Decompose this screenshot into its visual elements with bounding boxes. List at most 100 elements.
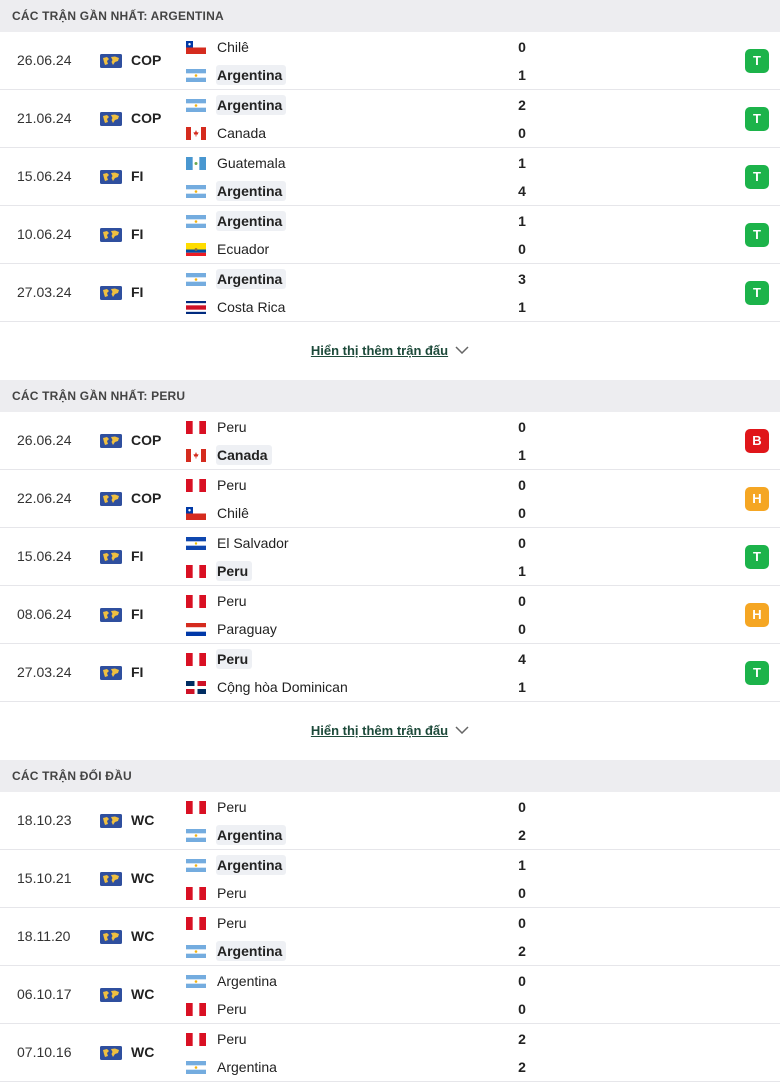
section-title: CÁC TRẬN ĐỐI ĐẦU bbox=[0, 760, 780, 792]
home-team: Peru bbox=[186, 416, 251, 438]
paraguay-flag-icon bbox=[186, 622, 206, 636]
match-date: 15.06.24 bbox=[17, 168, 72, 184]
away-team: Chilê bbox=[186, 502, 253, 524]
peru-flag-icon bbox=[186, 916, 206, 930]
match-row[interactable]: 18.10.23 WC Peru 0 Argentina 2 bbox=[0, 792, 780, 850]
match-date: 21.06.24 bbox=[17, 110, 72, 126]
home-team: Peru bbox=[186, 648, 253, 670]
match-row[interactable]: 15.06.24 FI El Salvador 0 Peru 1 T bbox=[0, 528, 780, 586]
match-row[interactable]: 22.06.24 COP Peru 0 Chilê 0 H bbox=[0, 470, 780, 528]
home-score: 1 bbox=[518, 155, 526, 171]
home-score: 0 bbox=[518, 915, 526, 931]
guatemala-flag-icon bbox=[186, 156, 206, 170]
match-row[interactable]: 06.10.17 WC Argentina 0 Peru 0 bbox=[0, 966, 780, 1024]
away-team: Argentina bbox=[186, 64, 287, 86]
team-name: Ecuador bbox=[217, 241, 270, 257]
away-team: Argentina bbox=[186, 940, 287, 962]
match-date: 15.10.21 bbox=[17, 870, 72, 886]
home-team: Peru bbox=[186, 1028, 251, 1050]
argentina-flag-icon bbox=[186, 944, 206, 958]
away-score: 0 bbox=[518, 621, 526, 637]
team-name: Peru bbox=[217, 1031, 247, 1047]
chile-flag-icon bbox=[186, 506, 206, 520]
away-score: 2 bbox=[518, 1059, 526, 1075]
match-row[interactable]: 26.06.24 COP Chilê 0 Argentina 1 T bbox=[0, 32, 780, 90]
ecuador-flag-icon bbox=[186, 242, 206, 256]
match-row[interactable]: 15.10.21 WC Argentina 1 Peru 0 bbox=[0, 850, 780, 908]
away-score: 0 bbox=[518, 125, 526, 141]
argentina-flag-icon bbox=[186, 858, 206, 872]
competition-label: COP bbox=[131, 52, 162, 68]
match-row[interactable]: 15.06.24 FI Guatemala 1 Argentina 4 T bbox=[0, 148, 780, 206]
competition-label: COP bbox=[131, 110, 162, 126]
match-row[interactable]: 08.06.24 FI Peru 0 Paraguay 0 H bbox=[0, 586, 780, 644]
world-map-icon bbox=[100, 608, 122, 622]
match-date: 10.06.24 bbox=[17, 226, 72, 242]
match-date: 26.06.24 bbox=[17, 52, 72, 68]
team-name: Peru bbox=[217, 885, 247, 901]
match-row[interactable]: 18.11.20 WC Peru 0 Argentina 2 bbox=[0, 908, 780, 966]
home-team: Peru bbox=[186, 796, 251, 818]
team-name: Peru bbox=[217, 799, 247, 815]
match-row[interactable]: 27.03.24 FI Argentina 3 Costa Rica 1 T bbox=[0, 264, 780, 322]
world-map-icon bbox=[100, 112, 122, 126]
home-score: 2 bbox=[518, 1031, 526, 1047]
show-more-button[interactable]: Hiển thị thêm trận đấu bbox=[0, 702, 780, 758]
match-row[interactable]: 27.03.24 FI Peru 4 Cộng hòa Dominican 1 T bbox=[0, 644, 780, 702]
home-team: Guatemala bbox=[186, 152, 289, 174]
home-score: 2 bbox=[518, 97, 526, 113]
peru-flag-icon bbox=[186, 1002, 206, 1016]
away-team: Peru bbox=[186, 882, 251, 904]
competition-label: FI bbox=[131, 284, 144, 300]
away-score: 2 bbox=[518, 943, 526, 959]
team-name: Chilê bbox=[217, 39, 249, 55]
argentina-flag-icon bbox=[186, 1060, 206, 1074]
competition-label: WC bbox=[131, 986, 155, 1002]
away-score: 0 bbox=[518, 1001, 526, 1017]
peru-flag-icon bbox=[186, 420, 206, 434]
match-row[interactable]: 21.06.24 COP Argentina 2 Canada 0 T bbox=[0, 90, 780, 148]
world-map-icon bbox=[100, 434, 122, 448]
home-score: 3 bbox=[518, 271, 526, 287]
argentina-flag-icon bbox=[186, 272, 206, 286]
team-name: Paraguay bbox=[217, 621, 277, 637]
competition-label: FI bbox=[131, 606, 144, 622]
canada-flag-icon bbox=[186, 126, 206, 140]
result-badge: T bbox=[745, 49, 769, 73]
team-name: Argentina bbox=[216, 211, 287, 231]
peru-flag-icon bbox=[186, 594, 206, 608]
team-name: Peru bbox=[216, 649, 253, 669]
argentina-flag-icon bbox=[186, 214, 206, 228]
match-row[interactable]: 10.06.24 FI Argentina 1 Ecuador 0 T bbox=[0, 206, 780, 264]
team-name: Argentina bbox=[216, 181, 287, 201]
home-team: Chilê bbox=[186, 36, 253, 58]
world-map-icon bbox=[100, 872, 122, 886]
away-score: 1 bbox=[518, 679, 526, 695]
match-row[interactable]: 07.10.16 WC Peru 2 Argentina 2 bbox=[0, 1024, 780, 1082]
team-name: Peru bbox=[216, 561, 253, 581]
away-team: Costa Rica bbox=[186, 296, 289, 318]
show-more-button[interactable]: Hiển thị thêm trận đấu bbox=[0, 322, 780, 378]
match-date: 27.03.24 bbox=[17, 664, 72, 680]
team-name: Argentina bbox=[217, 973, 277, 989]
result-badge: H bbox=[745, 603, 769, 627]
match-date: 18.10.23 bbox=[17, 812, 72, 828]
home-team: El Salvador bbox=[186, 532, 293, 554]
away-team: Argentina bbox=[186, 180, 287, 202]
match-row[interactable]: 26.06.24 COP Peru 0 Canada 1 B bbox=[0, 412, 780, 470]
team-name: Argentina bbox=[216, 95, 287, 115]
team-name: Argentina bbox=[216, 825, 287, 845]
away-score: 1 bbox=[518, 299, 526, 315]
away-score: 1 bbox=[518, 447, 526, 463]
match-date: 22.06.24 bbox=[17, 490, 72, 506]
team-name: Argentina bbox=[216, 855, 287, 875]
home-score: 0 bbox=[518, 593, 526, 609]
team-name: Cộng hòa Dominican bbox=[217, 679, 348, 695]
team-name: Guatemala bbox=[217, 155, 286, 171]
section-title: CÁC TRẬN GẦN NHẤT: PERU bbox=[0, 380, 780, 412]
team-name: Costa Rica bbox=[217, 299, 286, 315]
team-name: Canada bbox=[217, 125, 267, 141]
dominican-flag-icon bbox=[186, 680, 206, 694]
match-section: CÁC TRẬN GẦN NHẤT: PERU 26.06.24 COP Peru 0 C… bbox=[0, 380, 780, 760]
away-score: 4 bbox=[518, 183, 526, 199]
